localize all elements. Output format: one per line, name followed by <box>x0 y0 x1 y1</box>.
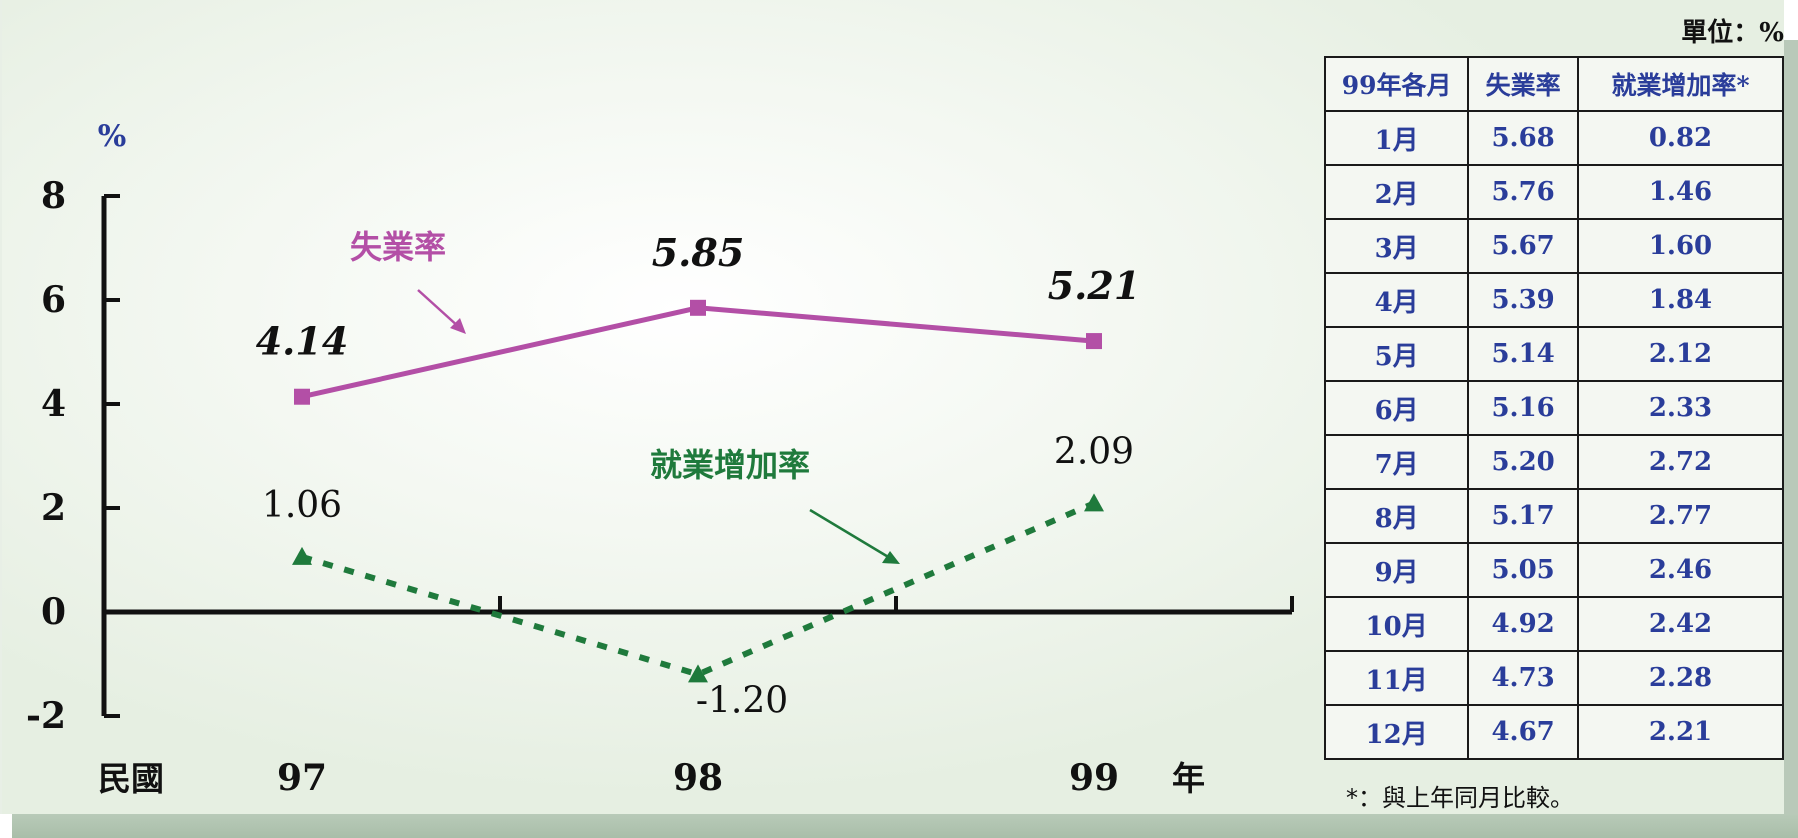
line-chart: 8 6 4 2 0 -2% 民國 97 98 99 年 4.14 5.85 5.21 失業率 1.06 -1.… <box>26 119 1294 799</box>
x-axis-suffix-label: 年 <box>1172 759 1205 798</box>
unemployment-rate-data-label: 5.85 <box>652 230 745 275</box>
y-tick-label: 4 <box>41 383 66 425</box>
employment-growth-rate-arrow-head <box>882 551 900 564</box>
cell-employment-growth-rate: 2.21 <box>1576 704 1785 760</box>
cell-unemployment-rate: 4.67 <box>1467 704 1579 760</box>
cell-month: 10月 <box>1323 596 1470 652</box>
unemployment-rate-marker <box>1086 333 1102 350</box>
panel-shadow-bottom <box>12 814 1798 838</box>
x-category-label: 98 <box>673 757 723 799</box>
cell-employment-growth-rate: 2.33 <box>1576 380 1785 436</box>
cell-employment-growth-rate: 2.72 <box>1576 434 1785 490</box>
unemployment-rate-series-label: 失業率 <box>350 228 446 266</box>
cell-employment-growth-rate: 1.84 <box>1576 272 1785 328</box>
unemployment-rate-line <box>301 305 1095 400</box>
table-row: 4月 5.39 1.84 <box>1323 272 1785 328</box>
cell-month: 9月 <box>1323 542 1470 598</box>
table-row: 11月 4.73 2.28 <box>1323 650 1785 706</box>
table-row: 2月 5.76 1.46 <box>1323 164 1785 220</box>
table-row: 5月 5.14 2.12 <box>1323 326 1785 382</box>
table-row: 10月 4.92 2.42 <box>1323 596 1785 652</box>
y-tick-label: 2 <box>41 487 66 529</box>
cell-unemployment-rate: 5.68 <box>1467 110 1579 166</box>
employment-growth-rate-marker <box>1084 493 1104 512</box>
cell-unemployment-rate: 5.16 <box>1467 380 1579 436</box>
cell-unemployment-rate: 5.14 <box>1467 326 1579 382</box>
x-category-label: 97 <box>277 757 327 799</box>
cell-month: 7月 <box>1323 434 1470 490</box>
monthly-data-table: 99年各月 失業率 就業增加率* 1月 5.68 0.82 2月 5.76 1.46 3月 5… <box>1323 56 1785 760</box>
unemployment-rate-data-label: 5.21 <box>1048 263 1141 308</box>
table-header-row: 99年各月 失業率 就業增加率* <box>1323 56 1785 112</box>
unemployment-rate-marker <box>690 299 706 316</box>
table-body: 1月 5.68 0.82 2月 5.76 1.46 3月 5.67 1.60 4月 5.39 1.84… <box>1323 110 1785 760</box>
labels-layer: 4.14 5.85 5.21 失業率 1.06 -1.20 2.09 就業增加率 <box>256 228 1141 721</box>
header-unemployment-rate: 失業率 <box>1467 56 1579 112</box>
cell-employment-growth-rate: 2.42 <box>1576 596 1785 652</box>
cell-unemployment-rate: 5.39 <box>1467 272 1579 328</box>
cell-unemployment-rate: 5.20 <box>1467 434 1579 490</box>
cell-employment-growth-rate: 0.82 <box>1576 110 1785 166</box>
y-axis-unit-label: % <box>98 119 127 154</box>
cell-employment-growth-rate: 2.77 <box>1576 488 1785 544</box>
x-category-label: 99 <box>1069 757 1119 799</box>
cell-month: 12月 <box>1323 704 1470 760</box>
x-axis-prefix-label: 民國 <box>98 759 164 798</box>
table-row: 12月 4.67 2.21 <box>1323 704 1785 760</box>
unemployment-rate-data-label: 4.14 <box>256 319 349 364</box>
unemployment-rate-arrow-shaft <box>417 289 461 329</box>
cell-month: 6月 <box>1323 380 1470 436</box>
employment-growth-rate-marker <box>292 546 312 565</box>
cell-month: 1月 <box>1323 110 1470 166</box>
cell-unemployment-rate: 5.76 <box>1467 164 1579 220</box>
header-month: 99年各月 <box>1323 56 1470 112</box>
cell-month: 2月 <box>1323 164 1470 220</box>
y-tick-label: -2 <box>26 695 66 737</box>
cell-employment-growth-rate: 2.12 <box>1576 326 1785 382</box>
table-row: 6月 5.16 2.33 <box>1323 380 1785 436</box>
chart-panel: 單位：% 8 6 4 2 0 -2% 民國 97 98 99 年 4.14 5.85 5.21 失業率 1.… <box>0 0 1785 814</box>
cell-unemployment-rate: 5.17 <box>1467 488 1579 544</box>
employment-growth-rate-arrow-shaft <box>809 508 891 560</box>
table-row: 9月 5.05 2.46 <box>1323 542 1785 598</box>
cell-month: 5月 <box>1323 326 1470 382</box>
cell-unemployment-rate: 5.05 <box>1467 542 1579 598</box>
chart-axes: 8 6 4 2 0 -2% 民國 97 98 99 年 <box>26 119 1294 799</box>
table-row: 8月 5.17 2.77 <box>1323 488 1785 544</box>
cell-month: 4月 <box>1323 272 1470 328</box>
cell-unemployment-rate: 4.73 <box>1467 650 1579 706</box>
employment-growth-rate-data-label: 1.06 <box>262 485 342 526</box>
employment-growth-rate-data-label: -1.20 <box>696 680 788 721</box>
unit-label: 單位：% <box>1681 18 1784 48</box>
table-row: 7月 5.20 2.72 <box>1323 434 1785 490</box>
y-tick-label: 0 <box>41 591 66 633</box>
series-layer <box>292 299 1104 683</box>
employment-growth-rate-data-label: 2.09 <box>1054 431 1134 472</box>
cell-employment-growth-rate: 1.60 <box>1576 218 1785 274</box>
y-tick-label: 8 <box>41 175 66 217</box>
cell-month: 11月 <box>1323 650 1470 706</box>
table-row: 3月 5.67 1.60 <box>1323 218 1785 274</box>
unemployment-rate-arrow-head <box>450 318 466 334</box>
panel-shadow-right <box>1782 40 1798 838</box>
employment-growth-rate-series-label: 就業增加率 <box>650 446 810 484</box>
cell-employment-growth-rate: 1.46 <box>1576 164 1785 220</box>
cell-month: 8月 <box>1323 488 1470 544</box>
employment-growth-rate-marker <box>688 664 708 683</box>
cell-employment-growth-rate: 2.28 <box>1576 650 1785 706</box>
cell-unemployment-rate: 5.67 <box>1467 218 1579 274</box>
cell-month: 3月 <box>1323 218 1470 274</box>
cell-employment-growth-rate: 2.46 <box>1576 542 1785 598</box>
unemployment-rate-marker <box>294 388 310 405</box>
cell-unemployment-rate: 4.92 <box>1467 596 1579 652</box>
header-employment-growth-rate: 就業增加率* <box>1576 56 1785 112</box>
employment-growth-rate-line <box>301 500 1096 678</box>
y-tick-label: 6 <box>41 279 66 321</box>
table-row: 1月 5.68 0.82 <box>1323 110 1785 166</box>
footnote: *：與上年同月比較。 <box>1346 784 1574 812</box>
